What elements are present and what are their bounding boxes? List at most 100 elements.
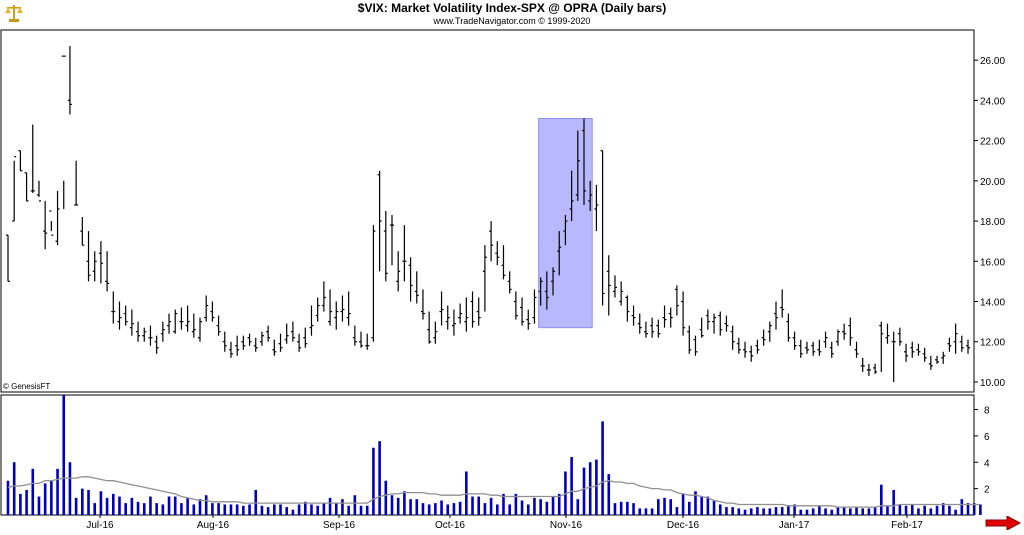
volume-bar xyxy=(273,504,276,515)
volume-bar xyxy=(415,499,419,515)
price-bar xyxy=(284,323,289,344)
volume-bar xyxy=(279,504,282,515)
volume-bar xyxy=(960,499,964,515)
volume-bar xyxy=(718,504,722,515)
price-bar xyxy=(606,255,611,316)
volume-bar xyxy=(266,507,270,515)
price-bar xyxy=(736,337,741,354)
volume-bar xyxy=(130,497,134,515)
price-bar xyxy=(947,337,952,352)
price-bar xyxy=(860,357,865,372)
volume-bar xyxy=(613,503,617,515)
volume-bar xyxy=(316,505,319,515)
price-bar xyxy=(92,251,97,282)
volume-bar xyxy=(285,507,289,515)
price-panel[interactable]: 10.00 12.00 14.00 16.00 18.00 20.00 22.00 24.00… xyxy=(0,29,1005,393)
price-bar xyxy=(167,313,172,334)
volume-bar xyxy=(972,503,976,515)
price-bar xyxy=(569,170,574,222)
volume-bar xyxy=(248,504,251,515)
price-tick-label: 24.00 xyxy=(980,96,1005,107)
price-bar xyxy=(594,184,599,232)
volume-bar xyxy=(595,459,598,515)
price-bar xyxy=(476,297,481,326)
volume-bar xyxy=(545,501,549,515)
volume-bar xyxy=(223,504,227,515)
volume-bar xyxy=(310,504,313,515)
price-bar xyxy=(631,305,636,326)
price-bar xyxy=(532,289,537,324)
volume-tick-label: 2 xyxy=(984,485,990,496)
volume-bar xyxy=(56,468,59,515)
volume-bar xyxy=(62,395,66,515)
next-arrow-icon[interactable] xyxy=(985,515,1022,531)
volume-bar xyxy=(780,507,784,515)
volume-bar xyxy=(644,508,648,515)
volume-bar xyxy=(576,499,580,515)
volume-bar xyxy=(6,480,10,515)
volume-bar xyxy=(12,462,16,515)
price-bar xyxy=(136,321,141,342)
price-bar xyxy=(674,285,679,316)
price-bar xyxy=(699,317,704,338)
price-bar xyxy=(835,329,840,346)
price-bar xyxy=(681,291,686,336)
price-bar xyxy=(390,215,394,266)
volume-bar xyxy=(607,474,611,515)
x-axis: Jul-16 Aug-16 Sep-16 Oct-16 Nov-16 Dec-16 Jan-… xyxy=(86,515,923,531)
price-bar xyxy=(829,341,834,358)
price-bar xyxy=(24,172,29,202)
price-bar xyxy=(774,301,778,330)
volume-bar xyxy=(198,499,202,515)
price-bar xyxy=(470,291,475,328)
volume-bar xyxy=(811,508,815,515)
volume-bar xyxy=(421,503,425,515)
price-bar xyxy=(501,245,506,280)
price-bar xyxy=(154,335,159,354)
price-bar xyxy=(210,301,215,322)
volume-bar xyxy=(99,491,103,515)
volume-bar xyxy=(886,505,889,515)
price-bar xyxy=(866,363,871,376)
price-bar xyxy=(253,337,258,352)
price-bar xyxy=(408,257,413,302)
price-bar xyxy=(49,210,54,236)
price-bar xyxy=(743,341,748,358)
price-bar xyxy=(526,309,531,330)
volume-bar xyxy=(663,497,666,515)
price-bar xyxy=(303,327,308,348)
price-bar xyxy=(953,323,958,354)
price-bar xyxy=(36,180,41,202)
volume-bar xyxy=(712,500,716,515)
volume-bar xyxy=(551,496,555,515)
price-bar xyxy=(854,341,859,358)
price-bar xyxy=(966,339,970,354)
price-bar xyxy=(160,321,165,342)
volume-bar xyxy=(762,508,765,515)
volume-bar xyxy=(929,508,933,515)
price-bar xyxy=(842,323,847,340)
price-bar xyxy=(662,305,667,328)
price-bar xyxy=(724,315,729,332)
price-bar xyxy=(458,303,463,324)
volume-bar xyxy=(155,503,158,515)
volume-bar xyxy=(917,508,920,515)
price-bar xyxy=(315,297,320,322)
volume-panel[interactable]: 2 4 6 8 xyxy=(0,394,990,516)
price-bar xyxy=(328,289,333,326)
price-bar xyxy=(396,251,401,292)
price-bar xyxy=(582,118,586,205)
volume-tick-label: 8 xyxy=(984,406,990,417)
volume-bar xyxy=(842,507,846,515)
volume-bar xyxy=(632,503,635,515)
volume-bar xyxy=(948,505,951,515)
volume-bar xyxy=(74,497,78,515)
price-bar xyxy=(445,305,450,330)
price-bar xyxy=(377,170,382,272)
price-bar xyxy=(755,339,760,354)
x-tick-label: Jul-16 xyxy=(86,520,114,531)
price-bar xyxy=(105,251,110,292)
volume-bar xyxy=(756,507,759,515)
volume-bar xyxy=(204,495,208,515)
